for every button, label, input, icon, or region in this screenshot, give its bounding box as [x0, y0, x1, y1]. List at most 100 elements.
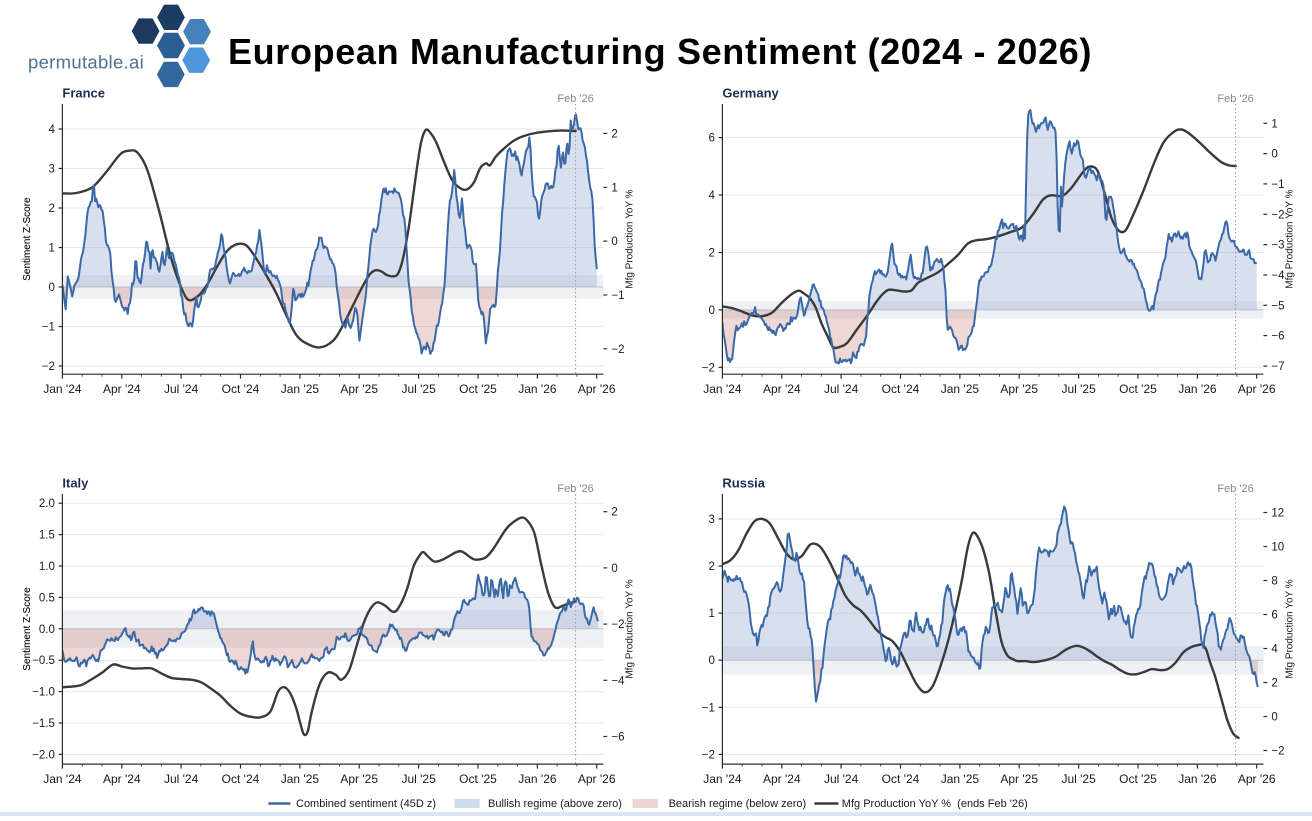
- svg-text:Jan '24: Jan '24: [703, 382, 742, 396]
- svg-text:−5: −5: [1271, 300, 1284, 312]
- svg-text:2: 2: [708, 248, 714, 260]
- svg-text:Apr '24: Apr '24: [763, 772, 801, 786]
- svg-text:Apr '26: Apr '26: [578, 772, 616, 786]
- svg-text:−1: −1: [42, 322, 55, 334]
- svg-text:Russia: Russia: [722, 476, 765, 491]
- svg-text:−1: −1: [1271, 179, 1284, 191]
- svg-text:Sentiment Z-Score: Sentiment Z-Score: [22, 197, 33, 281]
- svg-text:1: 1: [708, 608, 714, 620]
- svg-text:Jul '24: Jul '24: [824, 382, 859, 396]
- svg-text:Sentiment Z-Score: Sentiment Z-Score: [22, 587, 33, 671]
- svg-text:−2: −2: [42, 361, 55, 373]
- svg-text:−6: −6: [1271, 331, 1284, 343]
- svg-text:4: 4: [708, 190, 715, 202]
- svg-text:2: 2: [48, 203, 54, 215]
- svg-text:0: 0: [48, 282, 54, 294]
- svg-text:1: 1: [1271, 118, 1277, 130]
- svg-text:2: 2: [611, 128, 617, 140]
- svg-text:Oct '24: Oct '24: [222, 382, 260, 396]
- svg-text:10: 10: [1271, 542, 1284, 554]
- svg-text:Oct '25: Oct '25: [459, 382, 497, 396]
- svg-text:−2: −2: [611, 344, 624, 356]
- svg-text:3: 3: [48, 164, 54, 176]
- svg-text:Jan '24: Jan '24: [703, 772, 742, 786]
- svg-text:8: 8: [1271, 576, 1277, 588]
- svg-text:Jan '25: Jan '25: [281, 382, 320, 396]
- svg-text:2: 2: [1271, 678, 1277, 690]
- svg-text:Mfg Production YoY %: Mfg Production YoY %: [624, 189, 635, 288]
- svg-text:−1.0: −1.0: [32, 687, 55, 699]
- svg-text:0: 0: [1271, 712, 1277, 724]
- svg-text:6: 6: [708, 133, 714, 145]
- svg-text:1.5: 1.5: [39, 530, 55, 542]
- svg-text:−2: −2: [611, 619, 624, 631]
- svg-text:Bearish regime (below zero): Bearish regime (below zero): [669, 798, 807, 810]
- svg-text:2: 2: [708, 561, 714, 573]
- svg-text:0.0: 0.0: [39, 624, 55, 636]
- svg-text:−2: −2: [702, 749, 715, 761]
- svg-text:Bullish regime (above zero): Bullish regime (above zero): [488, 798, 622, 810]
- svg-text:Apr '26: Apr '26: [578, 382, 616, 396]
- svg-text:−2: −2: [1271, 746, 1284, 758]
- svg-text:Feb '26: Feb '26: [557, 93, 593, 105]
- svg-text:Apr '24: Apr '24: [103, 382, 141, 396]
- svg-text:0: 0: [611, 563, 617, 575]
- svg-text:1: 1: [48, 243, 54, 255]
- svg-text:−0.5: −0.5: [32, 655, 55, 667]
- svg-text:0: 0: [708, 655, 714, 667]
- svg-text:Jul '25: Jul '25: [1061, 382, 1096, 396]
- svg-text:Jan '26: Jan '26: [518, 772, 557, 786]
- svg-text:0: 0: [1271, 149, 1277, 161]
- svg-text:0.5: 0.5: [39, 592, 55, 604]
- svg-text:Sentiment Z-Score: Sentiment Z-Score: [22, 197, 33, 281]
- svg-text:−6: −6: [611, 732, 624, 744]
- svg-text:Jul '24: Jul '24: [164, 772, 199, 786]
- svg-text:Jan '25: Jan '25: [941, 772, 980, 786]
- svg-text:Jul '24: Jul '24: [164, 382, 199, 396]
- svg-text:0: 0: [611, 236, 617, 248]
- svg-text:Mfg Production YoY %: Mfg Production YoY %: [1284, 189, 1295, 288]
- svg-text:6: 6: [1271, 610, 1277, 622]
- svg-text:Mfg Production YoY %: Mfg Production YoY %: [1284, 579, 1295, 678]
- svg-text:Combined sentiment (45D z): Combined sentiment (45D z): [296, 798, 436, 810]
- svg-text:Jan '26: Jan '26: [518, 382, 557, 396]
- svg-text:Feb '26: Feb '26: [1217, 483, 1253, 495]
- svg-text:Jul '24: Jul '24: [824, 772, 859, 786]
- svg-text:−2: −2: [1271, 209, 1284, 221]
- svg-text:0: 0: [708, 305, 714, 317]
- svg-text:−1.5: −1.5: [32, 718, 55, 730]
- svg-text:−2: −2: [702, 362, 715, 374]
- svg-text:Feb '26: Feb '26: [1217, 93, 1253, 105]
- svg-text:Jan '24: Jan '24: [43, 772, 82, 786]
- svg-text:Oct '24: Oct '24: [882, 382, 920, 396]
- svg-text:France: France: [62, 86, 105, 101]
- svg-text:Apr '25: Apr '25: [1000, 772, 1038, 786]
- svg-text:Apr '26: Apr '26: [1238, 772, 1276, 786]
- svg-text:permutable.ai: permutable.ai: [28, 52, 144, 73]
- svg-text:1: 1: [611, 182, 617, 194]
- svg-text:European Manufacturing Sentime: European Manufacturing Sentiment (2024 -…: [228, 31, 1092, 72]
- svg-text:Jan '25: Jan '25: [941, 382, 980, 396]
- svg-text:Mfg Production YoY %: Mfg Production YoY %: [624, 579, 635, 678]
- svg-text:2: 2: [611, 507, 617, 519]
- svg-text:Jul '25: Jul '25: [401, 772, 436, 786]
- svg-text:12: 12: [1271, 508, 1284, 520]
- svg-text:Apr '25: Apr '25: [340, 382, 378, 396]
- svg-text:Jan '25: Jan '25: [281, 772, 320, 786]
- svg-text:Oct '24: Oct '24: [882, 772, 920, 786]
- svg-text:Jan '26: Jan '26: [1178, 772, 1217, 786]
- svg-text:Oct '25: Oct '25: [459, 772, 497, 786]
- svg-text:1.0: 1.0: [39, 561, 55, 573]
- svg-text:Apr '24: Apr '24: [763, 382, 801, 396]
- svg-text:Italy: Italy: [62, 476, 89, 491]
- svg-text:3: 3: [708, 514, 714, 526]
- svg-text:Jul '25: Jul '25: [1061, 772, 1096, 786]
- svg-text:−1: −1: [611, 290, 624, 302]
- svg-text:−3: −3: [1271, 240, 1284, 252]
- svg-text:Jan '26: Jan '26: [1178, 382, 1217, 396]
- svg-text:−7: −7: [1271, 361, 1284, 373]
- svg-text:Mfg Production YoY % (ends Fe: Mfg Production YoY % (ends Feb '26): [842, 798, 1028, 810]
- svg-text:−4: −4: [611, 675, 625, 687]
- svg-text:2.0: 2.0: [39, 498, 55, 510]
- svg-text:Oct '25: Oct '25: [1119, 772, 1157, 786]
